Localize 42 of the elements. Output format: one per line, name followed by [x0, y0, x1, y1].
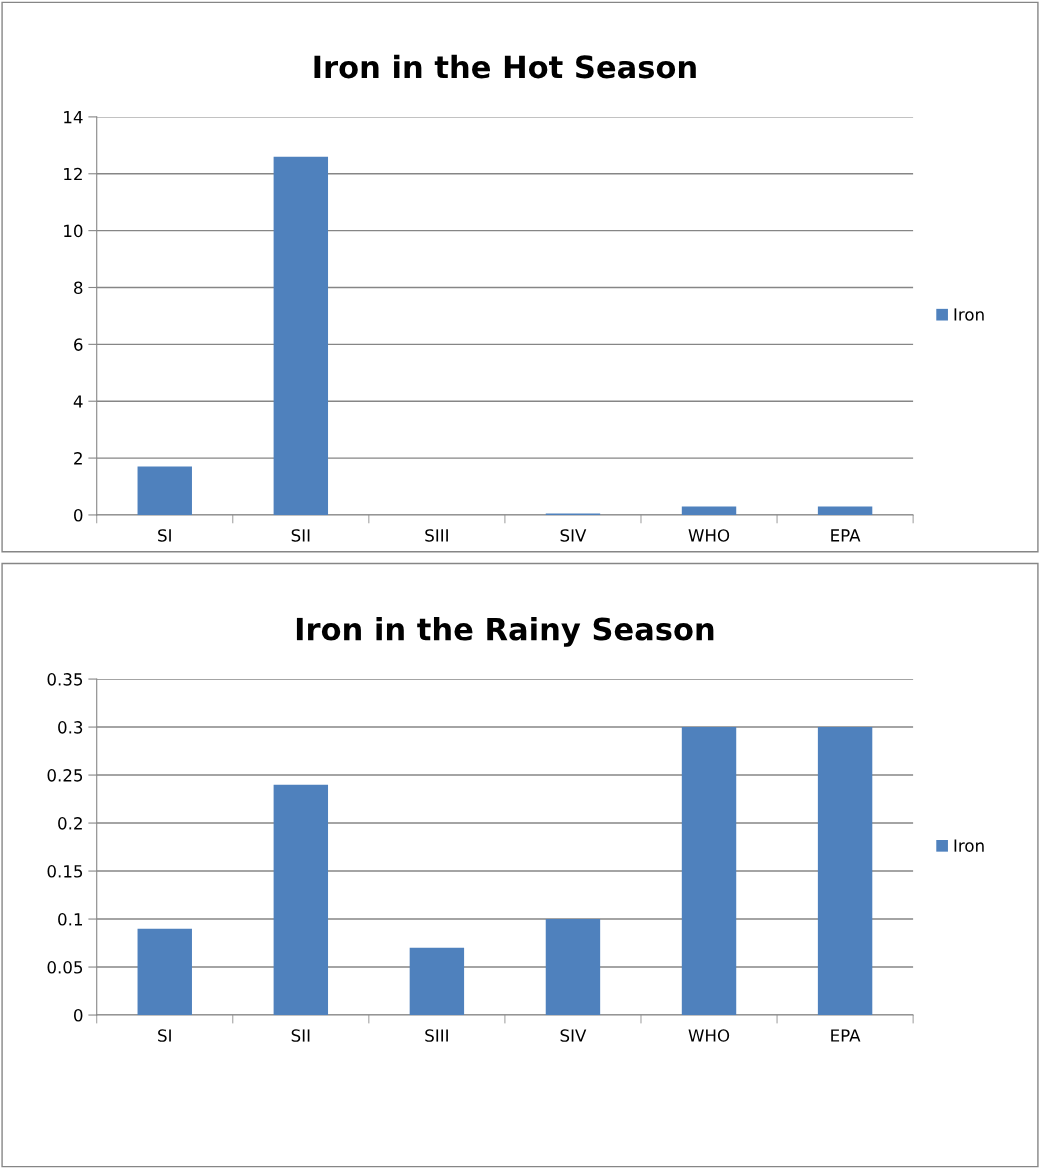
y-tick-label: 0.3: [58, 721, 83, 734]
y-tick-label: 0.15: [47, 865, 83, 878]
y-tick-label: 14: [64, 111, 83, 124]
y-tick-label: 6: [74, 338, 83, 351]
x-tick-label: SI: [158, 1029, 171, 1042]
y-tick-label: 0.05: [47, 961, 83, 974]
y-tick-label: 12: [64, 167, 82, 181]
chart-title: Iron in the Hot Season: [314, 54, 696, 79]
bar: [681, 506, 737, 515]
bar: [681, 727, 737, 1016]
bar: [273, 784, 329, 1016]
chart-title: Iron in the Rainy Season: [296, 616, 714, 647]
y-tick-label: 0: [74, 1009, 83, 1022]
x-tick-label: SI: [158, 529, 171, 542]
bar: [137, 466, 192, 515]
y-tick-label: 0.25: [47, 769, 83, 782]
x-tick-label: EPA: [831, 1029, 861, 1042]
x-tick-label: SII: [291, 1029, 310, 1042]
bar: [817, 506, 873, 515]
y-tick-label: 0: [74, 508, 83, 522]
bar: [545, 919, 601, 1016]
y-tick-label: 0.1: [58, 913, 82, 926]
y-tick-label: 4: [73, 395, 83, 408]
bar: [137, 928, 192, 1016]
x-tick-label: SIV: [560, 1029, 587, 1042]
legend-label: Iron: [954, 308, 984, 321]
y-tick-label: 0.2: [58, 817, 82, 830]
y-tick-label: 0.35: [47, 673, 83, 686]
y-tick-label: 10: [64, 224, 83, 238]
x-tick-label: SII: [291, 529, 310, 542]
x-tick-label: SIV: [560, 529, 587, 542]
x-tick-label: EPA: [831, 529, 861, 542]
legend-label: Iron: [954, 839, 984, 852]
x-tick-label: WHO: [688, 529, 730, 542]
x-tick-label: WHO: [688, 1029, 730, 1042]
y-tick-label: 2: [74, 452, 82, 465]
x-tick-label: SIII: [425, 529, 448, 542]
bar: [409, 947, 465, 1016]
bar: [817, 727, 873, 1016]
y-tick-label: 8: [74, 281, 83, 295]
x-tick-label: SIII: [425, 1029, 448, 1042]
bar: [273, 156, 329, 515]
